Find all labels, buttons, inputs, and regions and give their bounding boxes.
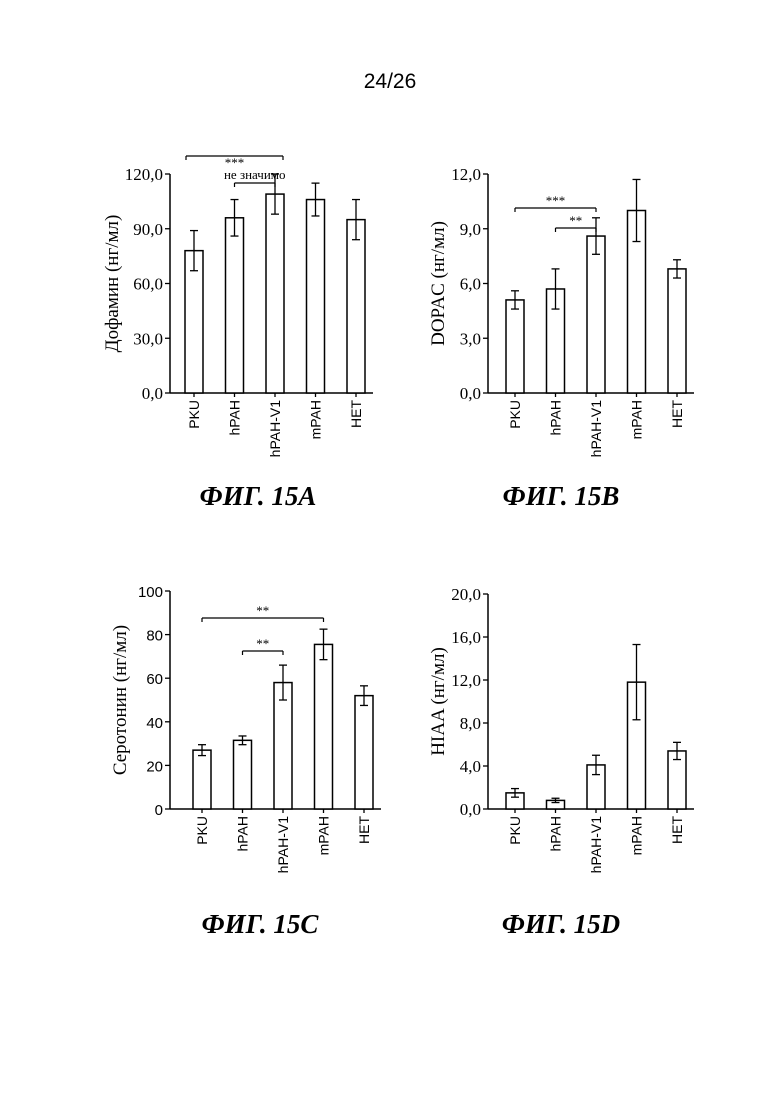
bar-hpah (234, 740, 252, 809)
y-tick-label: 100 (138, 584, 163, 601)
y-tick-label: 0,0 (460, 800, 481, 819)
x-tick-label: hPAH-V1 (267, 400, 283, 458)
y-axis-label: Дофамин (нг/мл) (102, 215, 123, 353)
y-tick-label: 30,0 (133, 329, 163, 348)
bar-hpah-v1 (587, 236, 605, 393)
y-tick-label: 60,0 (133, 275, 163, 294)
figure-caption: ФИГ. 15А (200, 481, 317, 511)
y-axis-label: HIAA (нг/мл) (428, 647, 449, 756)
y-tick-label: 20 (146, 758, 163, 775)
y-tick-label: 120,0 (125, 165, 163, 184)
x-tick-label: PKU (507, 816, 523, 845)
x-tick-label: HET (356, 816, 372, 844)
y-tick-label: 20,0 (451, 585, 481, 604)
x-tick-label: PKU (507, 400, 523, 429)
chart-15d: 0,0 4,0 8,0 12,0 16,0 20,0 HIAA (нг/мл) PKU hPAH… (428, 585, 694, 939)
y-tick-label: 0,0 (142, 384, 163, 403)
y-tick-label: 8,0 (460, 714, 481, 733)
bar-het (355, 696, 373, 809)
y-axis-label: DOPAC (нг/мл) (428, 221, 449, 346)
y-tick-label: 12,0 (451, 165, 481, 184)
bar-pku (506, 300, 524, 393)
x-tick-label: mPAH (316, 816, 332, 855)
y-tick-label: 4,0 (460, 757, 481, 776)
y-tick-label: 3,0 (460, 329, 481, 348)
bar-mpah (315, 644, 333, 809)
y-tick-label: 90,0 (133, 220, 163, 239)
significance-label: ** (569, 213, 582, 228)
y-tick-label: 16,0 (451, 628, 481, 647)
bar-mpah (307, 200, 325, 393)
bar-pku (193, 750, 211, 809)
y-tick-label: 0,0 (460, 384, 481, 403)
x-tick-label: HET (669, 816, 685, 844)
x-tick-label: mPAH (629, 816, 645, 855)
y-tick-label: 9,0 (460, 220, 481, 239)
x-tick-label: HET (669, 400, 685, 428)
x-tick-label: hPAH (235, 816, 251, 852)
figure-caption: ФИГ. 15В (503, 481, 620, 511)
x-tick-label: PKU (194, 816, 210, 845)
y-tick-label: 0 (155, 802, 163, 819)
y-tick-label: 6,0 (460, 275, 481, 294)
x-tick-label: hPAH (227, 400, 243, 436)
x-tick-label: hPAH-V1 (275, 816, 291, 874)
chart-15a: 0,0 30,0 60,0 90,0 120,0 Дофамин (нг/мл) PKU hP… (102, 155, 373, 511)
bar-hpah (226, 218, 244, 393)
x-tick-label: hPAH (548, 400, 564, 436)
bar-hpah-v1 (274, 683, 292, 809)
x-tick-label: hPAH-V1 (588, 816, 604, 874)
significance-label: ** (256, 636, 269, 651)
bar-hpah-v1 (266, 194, 284, 393)
significance-label: *** (546, 193, 566, 208)
x-tick-label: mPAH (629, 400, 645, 439)
bar-pku (185, 251, 203, 393)
x-tick-label: hPAH-V1 (588, 400, 604, 458)
y-tick-label: 12,0 (451, 671, 481, 690)
chart-15b: 0,0 3,0 6,0 9,0 12,0 DOPAC (нг/мл) PKU hPAH hPAH… (428, 165, 694, 511)
x-tick-label: hPAH (548, 816, 564, 852)
chart-15c: 0 20 40 60 80 100 Серотонин (нг/мл) PKU hPAH hPAH… (110, 584, 381, 939)
y-tick-label: 40 (146, 715, 163, 732)
bar-het (347, 220, 365, 393)
figure-caption: ФИГ. 15D (502, 909, 620, 939)
x-tick-label: HET (348, 400, 364, 428)
x-tick-label: PKU (186, 400, 202, 429)
x-tick-label: mPAH (308, 400, 324, 439)
y-tick-label: 60 (146, 671, 163, 688)
significance-label: не значимо (224, 167, 286, 182)
significance-label: ** (256, 603, 269, 618)
bar-het (668, 269, 686, 393)
figure-caption: ФИГ. 15С (202, 909, 320, 939)
y-axis-label: Серотонин (нг/мл) (110, 625, 131, 775)
y-tick-label: 80 (146, 628, 163, 645)
